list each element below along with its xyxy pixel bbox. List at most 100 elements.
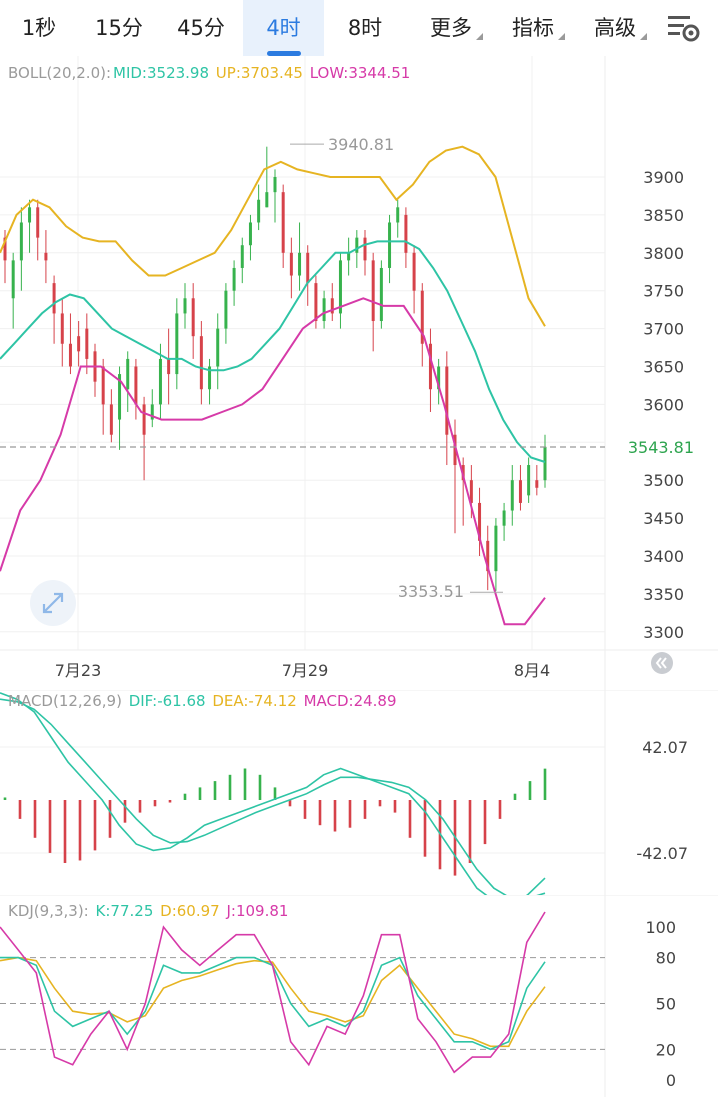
macd-histogram-bar: [228, 774, 232, 800]
boll-mid-line: [0, 240, 546, 463]
dropdown-triangle-icon: [476, 33, 483, 40]
macd-histogram-bar: [213, 781, 217, 800]
candle-body: [19, 222, 23, 261]
price-axis-label: 3700: [643, 320, 684, 339]
boll-legend-name: BOLL(20,2.0):: [8, 64, 112, 82]
candle-body: [527, 465, 531, 496]
candle-body: [363, 237, 367, 261]
expand-icon: [42, 592, 64, 614]
candle-body: [60, 313, 64, 344]
candle-body: [535, 480, 539, 488]
candle-body: [543, 446, 547, 481]
macd-histogram-bar: [423, 800, 427, 857]
macd-dea-line: [0, 698, 546, 895]
candle-body: [322, 298, 326, 322]
tab-indicators[interactable]: 指标: [502, 0, 565, 56]
candle-body: [281, 192, 285, 253]
candle-body: [85, 328, 89, 359]
kdj-k-value: K:77.25: [95, 902, 154, 920]
candle-body: [118, 374, 122, 420]
current-price-label: 3543.81: [628, 438, 694, 457]
candle-body: [469, 480, 473, 503]
candle-body: [420, 290, 424, 344]
price-axis-label: 3450: [643, 509, 684, 528]
kdj-axis-label: 0: [666, 1071, 676, 1090]
candle-body: [502, 510, 506, 526]
price-axis-label: 3600: [643, 395, 684, 414]
macd-histogram-bar: [183, 793, 187, 800]
macd-histogram-bar: [3, 797, 7, 800]
kdj-chart[interactable]: 100 80 50 20 0: [0, 895, 718, 1097]
price-axis-label: 3350: [643, 585, 684, 604]
macd-histogram-bar: [468, 800, 472, 863]
candle-body: [44, 252, 48, 261]
macd-axis-label: -42.07: [636, 844, 688, 863]
candle-body: [257, 199, 261, 223]
price-axis-label: 3750: [643, 282, 684, 301]
candle-body: [518, 480, 522, 503]
boll-up-value: UP:3703.45: [215, 64, 303, 82]
tab-45m[interactable]: 45分: [177, 16, 225, 40]
candle-body: [191, 298, 195, 337]
macd-macd-value: MACD:24.89: [303, 692, 397, 710]
candle-body: [158, 358, 162, 405]
candle-body: [52, 283, 56, 314]
macd-histogram-bar: [333, 800, 337, 832]
kdj-axis-label: 80: [656, 949, 676, 968]
dropdown-triangle-icon: [558, 33, 565, 40]
macd-histogram-bar: [393, 800, 397, 813]
macd-histogram-bar: [78, 800, 82, 861]
boll-mid-value: MID:3523.98: [113, 64, 210, 82]
macd-histogram-bar: [543, 768, 547, 800]
current-price-tag: [607, 434, 718, 459]
chart-settings-icon[interactable]: [664, 10, 704, 46]
tab-4h[interactable]: 4时: [243, 0, 324, 56]
candle-body: [167, 358, 171, 375]
macd-chart[interactable]: 42.07 -42.07: [0, 690, 718, 895]
macd-histogram-bar: [273, 787, 277, 800]
high-price-marker: 3940.81: [328, 135, 394, 154]
candle-body: [371, 260, 375, 322]
price-axis-label: 3800: [643, 244, 684, 263]
price-axis-label: 3650: [643, 358, 684, 377]
macd-histogram-bar: [33, 800, 37, 838]
macd-histogram-bar: [258, 774, 262, 800]
candle-body: [355, 237, 359, 253]
candle-body: [445, 366, 449, 435]
candle-body: [28, 207, 32, 223]
tab-8h[interactable]: 8时: [347, 16, 383, 40]
macd-histogram-bar: [63, 800, 67, 863]
tab-more[interactable]: 更多: [420, 0, 483, 56]
macd-histogram-bar: [93, 800, 97, 851]
macd-histogram-bar: [303, 800, 307, 819]
candle-body: [298, 252, 302, 276]
dropdown-triangle-icon: [640, 33, 647, 40]
tab-advanced[interactable]: 高级: [584, 0, 647, 56]
candle-body: [510, 480, 514, 511]
candle-body: [330, 298, 334, 314]
date-axis-label: 8月4: [514, 661, 550, 680]
candle-body: [453, 434, 457, 466]
macd-dif-line: [0, 692, 546, 895]
candle-body: [224, 290, 228, 329]
candle-body: [36, 207, 40, 238]
candle-body: [314, 283, 318, 322]
candle-body: [338, 260, 342, 314]
candle-body: [486, 540, 490, 572]
macd-axis-label: 42.07: [642, 738, 688, 757]
macd-histogram-bar: [153, 800, 157, 807]
candle-body: [240, 245, 244, 268]
boll-lower-line: [0, 297, 546, 626]
kdj-axis-label: 100: [645, 918, 676, 937]
macd-dif-value: DIF:-61.68: [128, 692, 206, 710]
tab-15m[interactable]: 15分: [95, 16, 143, 40]
candle-body: [347, 252, 351, 261]
candlestick-chart[interactable]: 3900385038003750370036503600355035003450…: [0, 56, 718, 690]
tab-1s[interactable]: 1秒: [21, 16, 57, 40]
reset-view-button[interactable]: [651, 652, 673, 674]
macd-histogram-bar: [483, 800, 487, 845]
expand-chart-button[interactable]: [30, 580, 76, 626]
candle-body: [265, 192, 269, 208]
candle-body: [494, 525, 498, 572]
candle-body: [248, 222, 252, 246]
